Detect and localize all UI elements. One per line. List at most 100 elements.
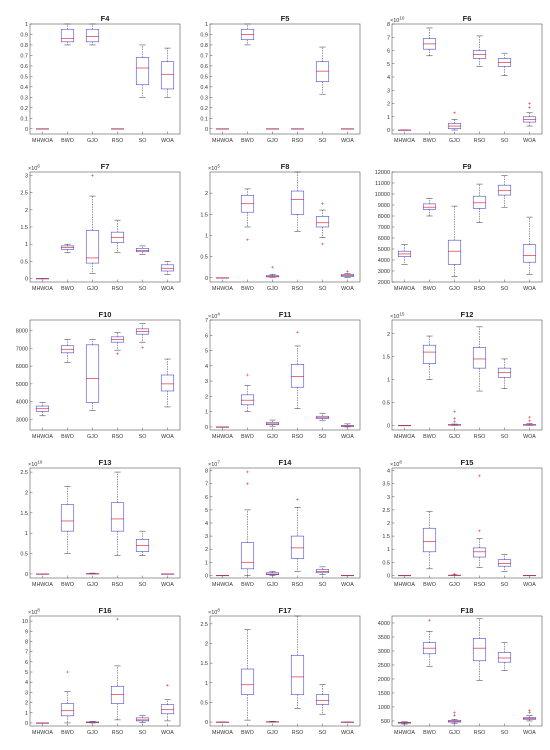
chart-panel-f14: F14 ×107 0 1 2 3 4 5 6 7 8 MHWOA BWO GJO RSO SO WOA (205, 458, 361, 588)
y-tick-label: 11000 (375, 181, 390, 187)
box-iqr (315, 694, 330, 705)
box-iqr (240, 394, 255, 406)
x-tick-label: RSO (292, 138, 303, 144)
box-gjo (447, 205, 462, 277)
y-tick-label: 7 (25, 650, 28, 656)
box-rso (472, 618, 487, 681)
box-woa (160, 358, 175, 408)
box-iqr (315, 216, 330, 228)
box-iqr (315, 415, 330, 419)
box-gjo (265, 721, 280, 723)
chart-title: F16 (99, 606, 112, 615)
box-iqr (160, 704, 175, 715)
box-so (315, 46, 330, 95)
x-tick-label: GJO (87, 730, 98, 736)
box-rso (290, 171, 305, 232)
x-tick-label: RSO (292, 582, 303, 588)
y-tick-label: 0.8 (200, 43, 208, 49)
y-tick-label: 5000 (378, 247, 390, 253)
box-gjo (85, 339, 100, 411)
x-tick-label: SO (139, 730, 147, 736)
x-tick-label: WOA (523, 138, 536, 144)
y-tick-label: 2 (205, 642, 208, 648)
box-iqr (315, 61, 330, 82)
y-tick-label: 2.5 (200, 622, 208, 628)
box-so (135, 715, 150, 723)
box-so (135, 44, 150, 98)
box-iqr (135, 717, 150, 722)
box-gjo (265, 265, 280, 278)
y-tick-label: 0.6 (200, 64, 208, 70)
y-tick-label: 12000 (375, 170, 390, 176)
x-tick-label: RSO (474, 434, 485, 440)
axis-exponent-power: 7 (217, 460, 220, 465)
x-tick-label: WOA (161, 138, 174, 144)
box-iqr (110, 685, 125, 704)
x-tick-label: WOA (523, 582, 536, 588)
plot-area (29, 171, 181, 283)
box-woa (160, 683, 175, 722)
box-bwo (240, 23, 255, 46)
plot-area (209, 467, 361, 579)
y-tick-label: 7000 (378, 225, 390, 231)
box-iqr (290, 654, 305, 695)
y-tick-label: 9000 (378, 203, 390, 209)
x-tick-label: BWO (241, 138, 254, 144)
y-tick-label: 6000 (16, 364, 28, 370)
y-tick-label: 2.5 (20, 191, 28, 197)
y-tick-label: 2 (205, 547, 208, 553)
x-tick-label: WOA (161, 730, 174, 736)
box-woa (522, 415, 537, 426)
box-iqr (240, 542, 255, 570)
y-tick-label: 1 (25, 711, 28, 717)
y-tick-label: 2.5 (382, 508, 390, 514)
y-tick-label: 6 (25, 660, 28, 666)
y-tick-label: 9 (25, 629, 28, 635)
y-tick-label: 0.1 (200, 116, 208, 122)
x-tick-label: MHWOA (394, 434, 415, 440)
box-iqr (422, 344, 437, 364)
x-tick-label: GJO (449, 434, 460, 440)
y-tick-label: 0.5 (382, 401, 390, 407)
box-rso (110, 617, 125, 721)
axis-exponent-power: 8 (399, 460, 402, 465)
x-tick-label: WOA (341, 582, 354, 588)
box-bwo (240, 629, 255, 721)
box-gjo (265, 419, 280, 427)
plot-area (29, 615, 181, 727)
y-tick-label: 7 (387, 35, 390, 41)
chart-title: F12 (461, 310, 474, 319)
box-iqr (472, 347, 487, 369)
axis-exponent-label: ×1010 (28, 460, 43, 469)
x-tick-label: GJO (87, 138, 98, 144)
box-bwo (60, 23, 75, 46)
y-tick-label: 0 (205, 276, 208, 282)
x-tick-label: GJO (267, 582, 278, 588)
y-tick-label: 1.5 (382, 534, 390, 540)
y-tick-label: 3 (387, 88, 390, 94)
x-tick-label: SO (319, 582, 327, 588)
x-tick-label: RSO (112, 582, 123, 588)
chart-title: F17 (279, 606, 292, 615)
x-tick-label: BWO (241, 434, 254, 440)
box-bwo (422, 27, 437, 57)
y-tick-label: 1 (387, 547, 390, 553)
x-tick-label: SO (139, 582, 147, 588)
x-tick-label: WOA (161, 286, 174, 292)
box-iqr (472, 638, 487, 662)
chart-panel-f4: F4 0 0.1 0.2 0.3 0.4 0.5 0.6 0.7 0.8 0.9 1 MHWOA BWO G… (20, 14, 181, 144)
plot-area (391, 467, 543, 579)
y-tick-label: 3500 (378, 635, 390, 641)
y-tick-label: 0.5 (20, 259, 28, 265)
y-tick-label: 7 (205, 482, 208, 488)
box-rso (110, 471, 125, 556)
x-tick-label: WOA (341, 434, 354, 440)
x-tick-label: BWO (61, 434, 74, 440)
box-bwo (422, 510, 437, 570)
box-so (135, 245, 150, 255)
y-tick-label: 5 (205, 508, 208, 514)
box-iqr (497, 652, 512, 663)
box-iqr (497, 559, 512, 567)
y-tick-label: 1.5 (200, 661, 208, 667)
x-tick-label: SO (501, 286, 509, 292)
